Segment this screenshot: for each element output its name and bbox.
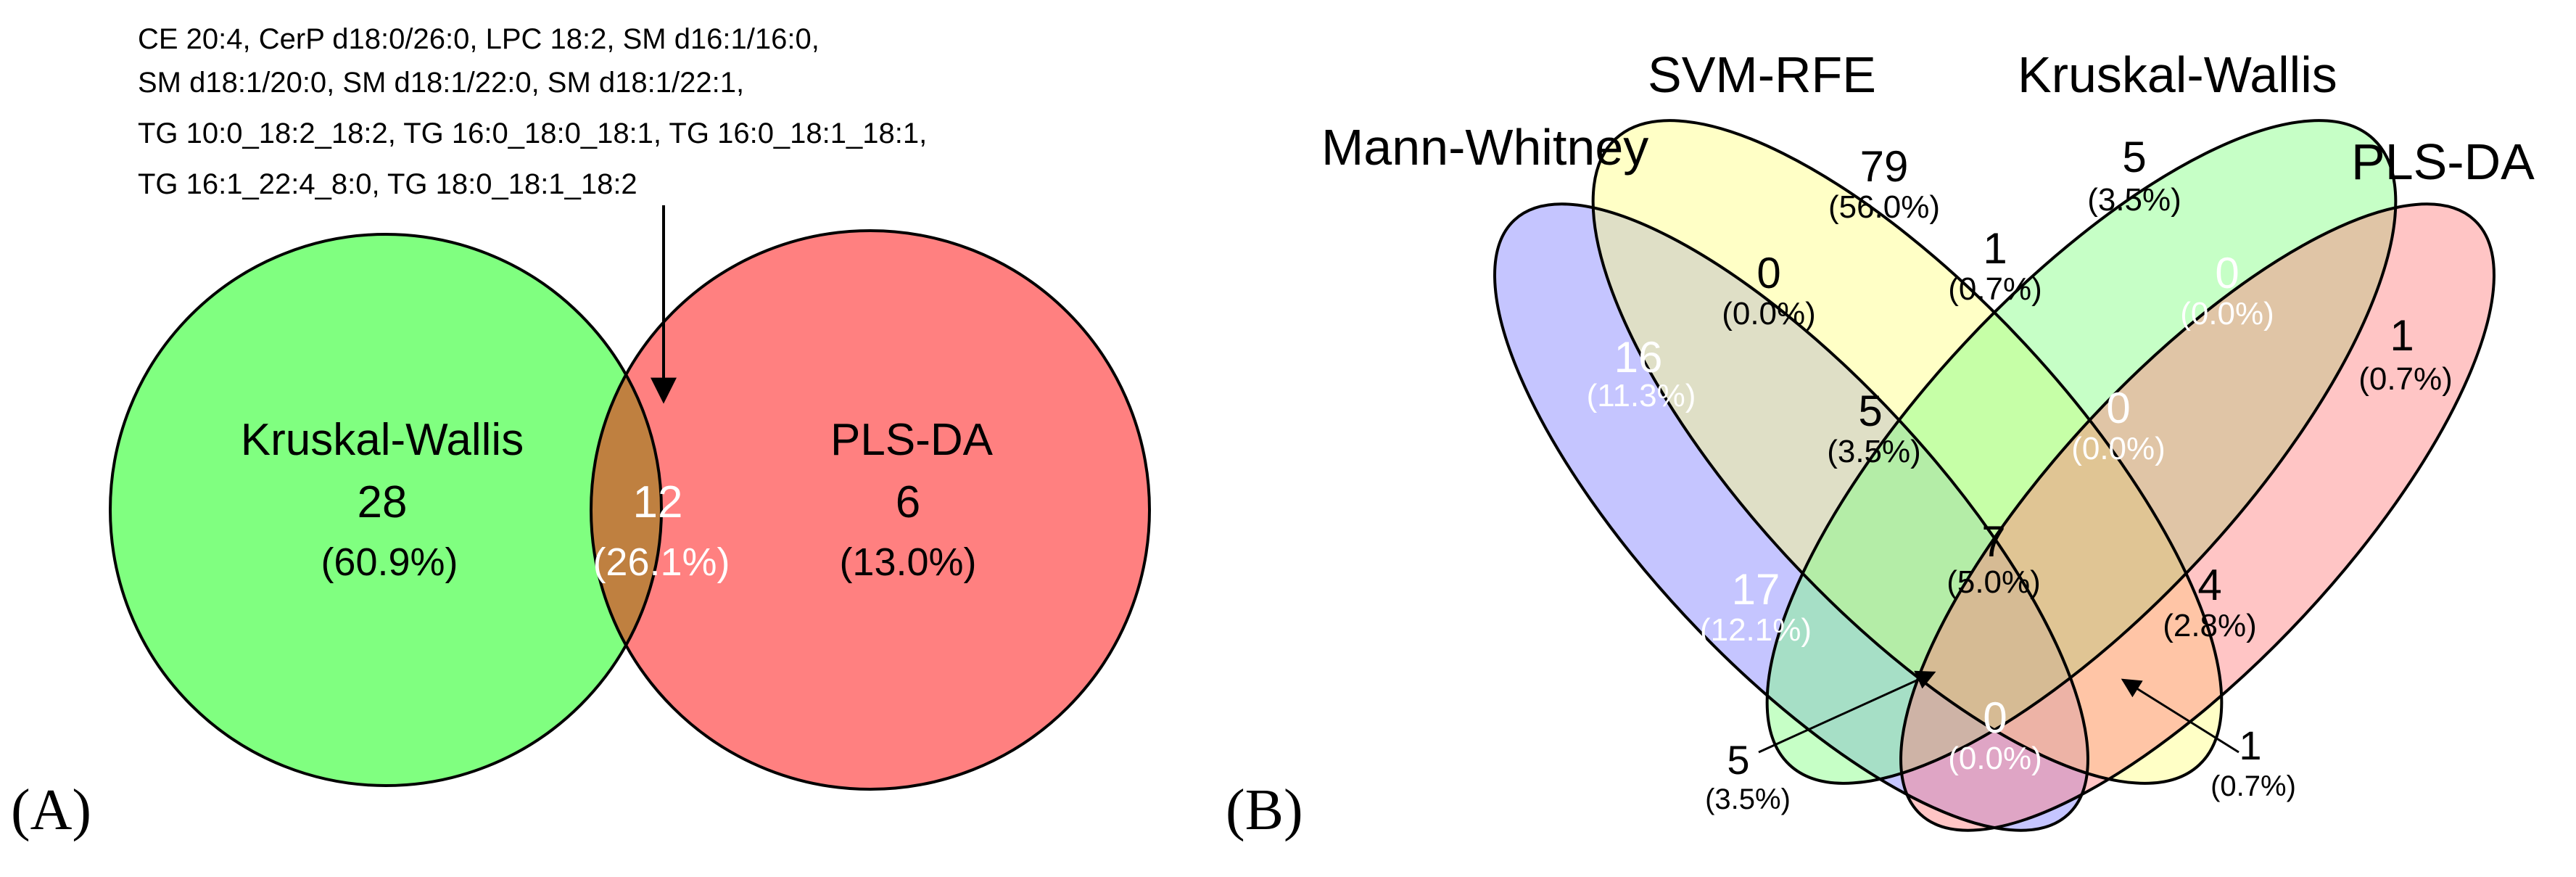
venn-b-svm-kw-pls-percent: (0.0%) bbox=[2071, 431, 2166, 466]
venn-b-pls-only-count: 1 bbox=[2390, 311, 2414, 360]
venn-b-mw-svm-kw-percent: (3.5%) bbox=[1827, 434, 1921, 469]
venn-b-kw-pls-count: 0 bbox=[2215, 249, 2239, 297]
venn-a-pls-da-outline bbox=[590, 229, 1151, 791]
venn-a-kruskal-wallis-percent: (60.9%) bbox=[321, 540, 458, 584]
venn-a-kruskal-wallis-count: 28 bbox=[358, 477, 408, 527]
venn-b-mw-kw-pls-percent: (3.5%) bbox=[1705, 783, 1791, 815]
venn-a-kruskal-wallis-name: Kruskal-Wallis bbox=[241, 415, 524, 465]
venn-a-pls-da-circle bbox=[591, 231, 1149, 789]
panel-a-label: (A) bbox=[11, 778, 91, 842]
venn-b-mw-kw-count: 17 bbox=[1732, 565, 1780, 614]
venn-b-svm-pls-count: 4 bbox=[2197, 561, 2221, 609]
venn-b-kw-only-percent: (3.5%) bbox=[2087, 182, 2181, 218]
venn-a-kruskal-wallis-outline bbox=[109, 233, 663, 787]
venn-b-mw-kw-percent: (12.1%) bbox=[1700, 612, 1812, 648]
venn-b-mann-whitney-title: Mann-Whitney bbox=[1321, 119, 1648, 176]
venn-b-mw-svm-kw-count: 5 bbox=[1858, 387, 1882, 435]
venn-b-kruskal-wallis-title: Kruskal-Wallis bbox=[2018, 46, 2337, 103]
venn-b-mw-kw-pls-count: 5 bbox=[1727, 737, 1749, 783]
venn-b-all-four-percent: (5.0%) bbox=[1947, 564, 2041, 600]
venn-b-svm-kw-count: 1 bbox=[1983, 224, 2007, 273]
venn-b-mw-only-percent: (11.3%) bbox=[1587, 378, 1696, 413]
venn-b-svm-pls-percent: (2.8%) bbox=[2163, 608, 2257, 643]
venn-b-pls-da-outline bbox=[1899, 202, 2496, 832]
venn-a-intersection-count: 12 bbox=[633, 477, 683, 527]
venn-a-pls-da-count: 6 bbox=[896, 477, 920, 527]
venn-b-svm-kw-pls-count: 0 bbox=[2106, 384, 2130, 432]
venn-b-outlines bbox=[1493, 119, 2496, 832]
venn-b-arrow-mw-svm-pls bbox=[2121, 678, 2239, 754]
venn-b-mw-svm-pls-count: 1 bbox=[2239, 722, 2261, 768]
venn-a-pls-da-percent: (13.0%) bbox=[839, 540, 976, 584]
venn-b-mw-pls-percent: (0.0%) bbox=[1948, 741, 2042, 776]
venn-a-pls-da-name: PLS-DA bbox=[830, 415, 994, 465]
venn-b-svm-rfe-title: SVM-RFE bbox=[1648, 46, 1876, 103]
venn-a-intersection-percent: (26.1%) bbox=[593, 540, 730, 584]
venn-b-kw-only-count: 5 bbox=[2122, 133, 2146, 181]
venn-b-svm-kw-percent: (0.7%) bbox=[1948, 271, 2042, 307]
venn-a-kruskal-wallis-circle bbox=[110, 234, 661, 786]
venn-b-all-four-count: 7 bbox=[1981, 517, 2005, 566]
panel-a-annotation-line: TG 10:0_18:2_18:2, TG 16:0_18:0_18:1, TG… bbox=[138, 118, 927, 149]
venn-b-svm-only-count: 79 bbox=[1860, 142, 1909, 191]
panel-b: Mann-Whitney SVM-RFE Kruskal-Wallis PLS-… bbox=[1226, 46, 2535, 842]
venn-b-mann-whitney-outline bbox=[1493, 202, 2089, 832]
venn-b-pls-da-title: PLS-DA bbox=[2351, 133, 2535, 190]
venn-b-kw-pls-percent: (0.0%) bbox=[2180, 296, 2274, 332]
venn-b-mw-svm-count: 0 bbox=[1756, 249, 1780, 297]
panel-a-annotation-line: SM d18:1/20:0, SM d18:1/22:0, SM d18:1/2… bbox=[138, 67, 744, 99]
venn-b-kruskal-wallis-outline bbox=[1765, 119, 2398, 785]
panel-b-label: (B) bbox=[1226, 778, 1303, 842]
panel-a: CE 20:4, CerP d18:0/26:0, LPC 18:2, SM d… bbox=[11, 23, 1151, 842]
venn-b-mw-pls-count: 0 bbox=[1983, 693, 2007, 742]
panel-a-annotation-line: TG 16:1_22:4_8:0, TG 18:0_18:1_18:2 bbox=[138, 168, 637, 200]
venn-b-svm-only-percent: (56.0%) bbox=[1828, 189, 1940, 225]
venn-b-svm-rfe-outline bbox=[1591, 119, 2224, 785]
venn-b-mw-svm-percent: (0.0%) bbox=[1722, 296, 1816, 332]
venn-b-arrow-mw-kw-pls bbox=[1758, 670, 1936, 754]
venn-b-mw-svm-pls-percent: (0.7%) bbox=[2210, 770, 2296, 802]
venn-b-pls-only-percent: (0.7%) bbox=[2358, 361, 2453, 397]
panel-a-annotation-line: CE 20:4, CerP d18:0/26:0, LPC 18:2, SM d… bbox=[138, 23, 820, 55]
venn-b-mw-only-count: 16 bbox=[1614, 333, 1663, 382]
